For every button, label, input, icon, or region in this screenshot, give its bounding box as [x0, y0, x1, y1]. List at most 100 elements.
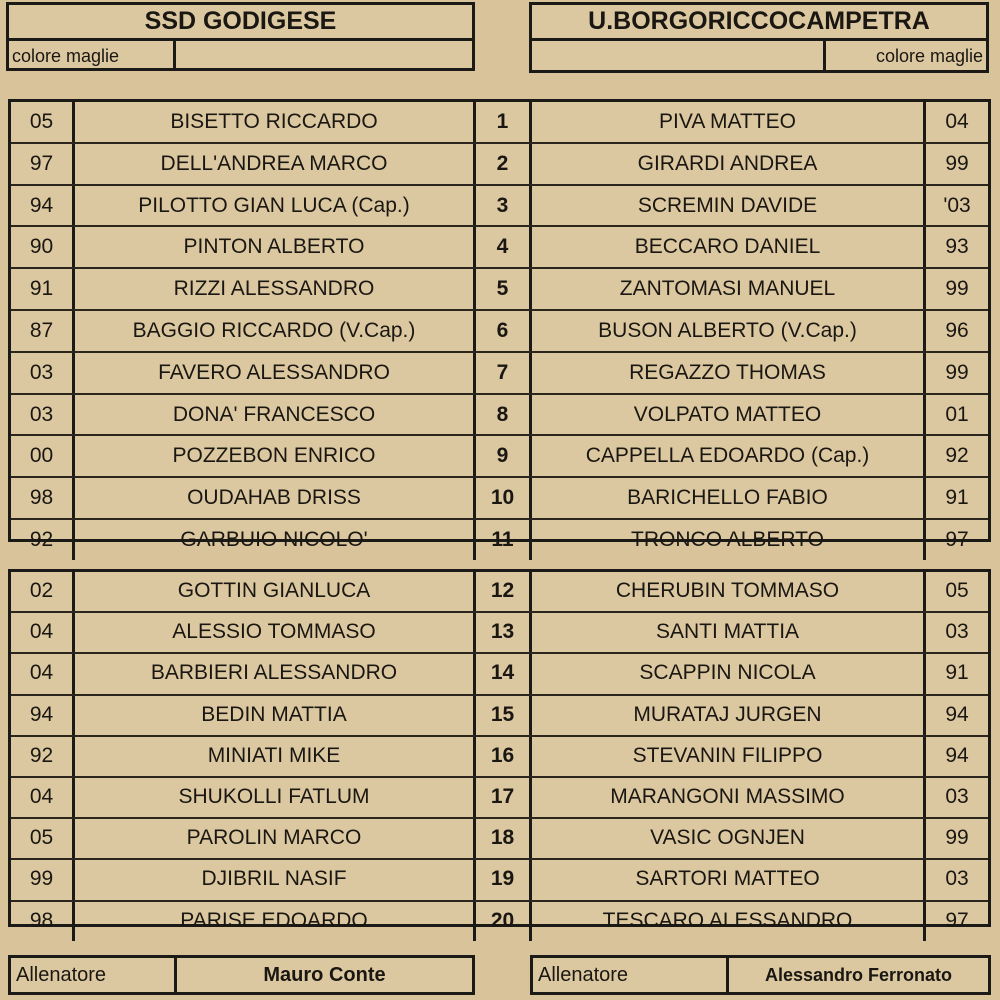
shirt-number: 19 — [476, 860, 532, 900]
starters-table: 05 BISETTO RICCARDO 1 PIVA MATTEO 04 97 DELL'A… — [8, 99, 991, 560]
table-row: 04 BARBIERI ALESSANDRO 14 SCAPPIN NICOLA 91 — [11, 654, 988, 696]
table-row: 92 MINIATI MIKE 16 STEVANIN FILIPPO 94 — [11, 736, 988, 778]
away-birth-year: 94 — [945, 743, 969, 767]
shirt-number: 8 — [476, 394, 532, 435]
away-shirt-color-label: colore maglie — [875, 46, 983, 66]
home-player-name: PARISE EDOARDO — [75, 901, 476, 941]
away-player-name: TESCARO ALESSANDRO — [532, 901, 926, 941]
away-birth-year: 92 — [945, 444, 969, 468]
table-row: 97 DELL'ANDREA MARCO 2 GIRARDI ANDREA 99 — [11, 143, 988, 186]
home-birth-year: 91 — [11, 269, 75, 309]
home-player-name: PAROLIN MARCO — [75, 819, 476, 859]
away-player-name: SANTI MATTIA — [532, 613, 926, 653]
home-birth-year: 03 — [11, 394, 75, 435]
home-player-name: PINTON ALBERTO — [75, 227, 476, 268]
shirt-number: 5 — [476, 269, 532, 309]
substitutes-table: 02 GOTTIN GIANLUCA 12 CHERUBIN TOMMASO 05 04 A… — [8, 569, 991, 941]
home-player-name: GARBUIO NICOLO' — [75, 519, 476, 560]
shirt-number: 6 — [476, 310, 532, 351]
table-row: 91 RIZZI ALESSANDRO 5 ZANTOMASI MANUEL 99 — [11, 269, 988, 311]
table-row: 05 BISETTO RICCARDO 1 PIVA MATTEO 04 — [11, 102, 988, 144]
away-player-name: VASIC OGNJEN — [532, 819, 926, 859]
home-team-name: SSD GODIGESE — [9, 5, 472, 41]
away-player-name: ZANTOMASI MANUEL — [532, 269, 926, 309]
away-coach-label: Allenatore — [533, 958, 729, 992]
away-birth-year: 96 — [945, 318, 969, 342]
away-birth-year: 94 — [945, 702, 969, 726]
home-birth-year: 92 — [11, 736, 75, 776]
home-player-name: BEDIN MATTIA — [75, 695, 476, 735]
away-player-name: MARANGONI MASSIMO — [532, 777, 926, 818]
home-player-name: FAVERO ALESSANDRO — [75, 352, 476, 393]
away-birth-year: 01 — [945, 402, 969, 426]
table-row: 05 PAROLIN MARCO 18 VASIC OGNJEN 99 — [11, 819, 988, 861]
table-row: 99 DJIBRIL NASIF 19 SARTORI MATTEO 03 — [11, 860, 988, 902]
home-shirt-color-label: colore maglie — [9, 41, 176, 71]
away-player-name: SARTORI MATTEO — [532, 860, 926, 900]
away-player-name: PIVA MATTEO — [532, 102, 926, 142]
away-birth-year: 91 — [945, 486, 969, 510]
away-birth-year: 97 — [945, 527, 969, 551]
shirt-number: 16 — [476, 736, 532, 776]
away-player-name: BARICHELLO FABIO — [532, 478, 926, 518]
away-birth-year: 97 — [945, 908, 969, 932]
home-player-name: RIZZI ALESSANDRO — [75, 269, 476, 309]
away-shirt-color-value — [532, 41, 826, 71]
table-row: 98 OUDAHAB DRISS 10 BARICHELLO FABIO 91 — [11, 478, 988, 520]
shirt-number: 17 — [476, 777, 532, 818]
table-row: 03 DONA' FRANCESCO 8 VOLPATO MATTEO 01 — [11, 394, 988, 437]
shirt-number: 12 — [476, 572, 532, 612]
away-birth-year: 99 — [945, 360, 969, 384]
away-player-name: CAPPELLA EDOARDO (Cap.) — [532, 436, 926, 477]
table-row: 04 ALESSIO TOMMASO 13 SANTI MATTIA 03 — [11, 613, 988, 655]
home-birth-year: 87 — [11, 310, 75, 351]
away-birth-year: 93 — [945, 235, 969, 259]
home-coach-name: Mauro Conte — [263, 964, 386, 986]
home-player-name: DJIBRIL NASIF — [75, 860, 476, 900]
away-player-name: GIRARDI ANDREA — [532, 143, 926, 184]
home-birth-year: 98 — [11, 901, 75, 941]
home-birth-year: 05 — [11, 102, 75, 142]
away-birth-year: 03 — [945, 867, 969, 891]
home-player-name: ALESSIO TOMMASO — [75, 613, 476, 653]
shirt-number: 7 — [476, 352, 532, 393]
table-row: 94 PILOTTO GIAN LUCA (Cap.) 3 SCREMIN DAVID… — [11, 185, 988, 228]
home-birth-year: 94 — [11, 695, 75, 735]
home-player-name: BISETTO RICCARDO — [75, 102, 476, 142]
table-row: 90 PINTON ALBERTO 4 BECCARO DANIEL 93 — [11, 227, 988, 270]
away-birth-year: 91 — [945, 661, 969, 685]
shirt-number: 10 — [476, 478, 532, 518]
home-player-name: GOTTIN GIANLUCA — [75, 572, 476, 612]
away-birth-year: 99 — [945, 277, 969, 301]
away-player-name: BECCARO DANIEL — [532, 227, 926, 268]
away-birth-year: 99 — [945, 826, 969, 850]
away-birth-year: 05 — [945, 579, 969, 602]
home-birth-year: 03 — [11, 352, 75, 393]
away-player-name: REGAZZO THOMAS — [532, 352, 926, 393]
home-player-name: POZZEBON ENRICO — [75, 436, 476, 477]
shirt-number: 9 — [476, 436, 532, 477]
away-player-name: BUSON ALBERTO (V.Cap.) — [532, 310, 926, 351]
home-birth-year: 97 — [11, 143, 75, 184]
home-player-name: SHUKOLLI FATLUM — [75, 777, 476, 818]
home-birth-year: 04 — [11, 654, 75, 694]
away-player-name: SCAPPIN NICOLA — [532, 654, 926, 694]
away-player-name: TRONCO ALBERTO — [532, 519, 926, 560]
table-row: 00 POZZEBON ENRICO 9 CAPPELLA EDOARDO (Cap.… — [11, 436, 988, 479]
away-birth-year: 03 — [945, 620, 969, 644]
home-birth-year: 00 — [11, 436, 75, 477]
shirt-number: 11 — [476, 519, 532, 560]
home-player-name: DONA' FRANCESCO — [75, 394, 476, 435]
table-row: 98 PARISE EDOARDO 20 TESCARO ALESSANDRO 97 — [11, 901, 988, 941]
shirt-number: 14 — [476, 654, 532, 694]
home-birth-year: 99 — [11, 860, 75, 900]
away-team-name: U.BORGORICCOCAMPETRA — [532, 5, 986, 41]
away-player-name: SCREMIN DAVIDE — [532, 185, 926, 226]
table-row: 94 BEDIN MATTIA 15 MURATAJ JURGEN 94 — [11, 695, 988, 737]
home-player-name: DELL'ANDREA MARCO — [75, 143, 476, 184]
table-row: 92 GARBUIO NICOLO' 11 TRONCO ALBERTO 97 — [11, 519, 988, 560]
away-coach: Allenatore Alessandro Ferronato — [530, 955, 991, 995]
away-team-header: U.BORGORICCOCAMPETRA colore maglie — [529, 2, 989, 73]
away-player-name: CHERUBIN TOMMASO — [532, 572, 926, 612]
home-birth-year: 92 — [11, 519, 75, 560]
